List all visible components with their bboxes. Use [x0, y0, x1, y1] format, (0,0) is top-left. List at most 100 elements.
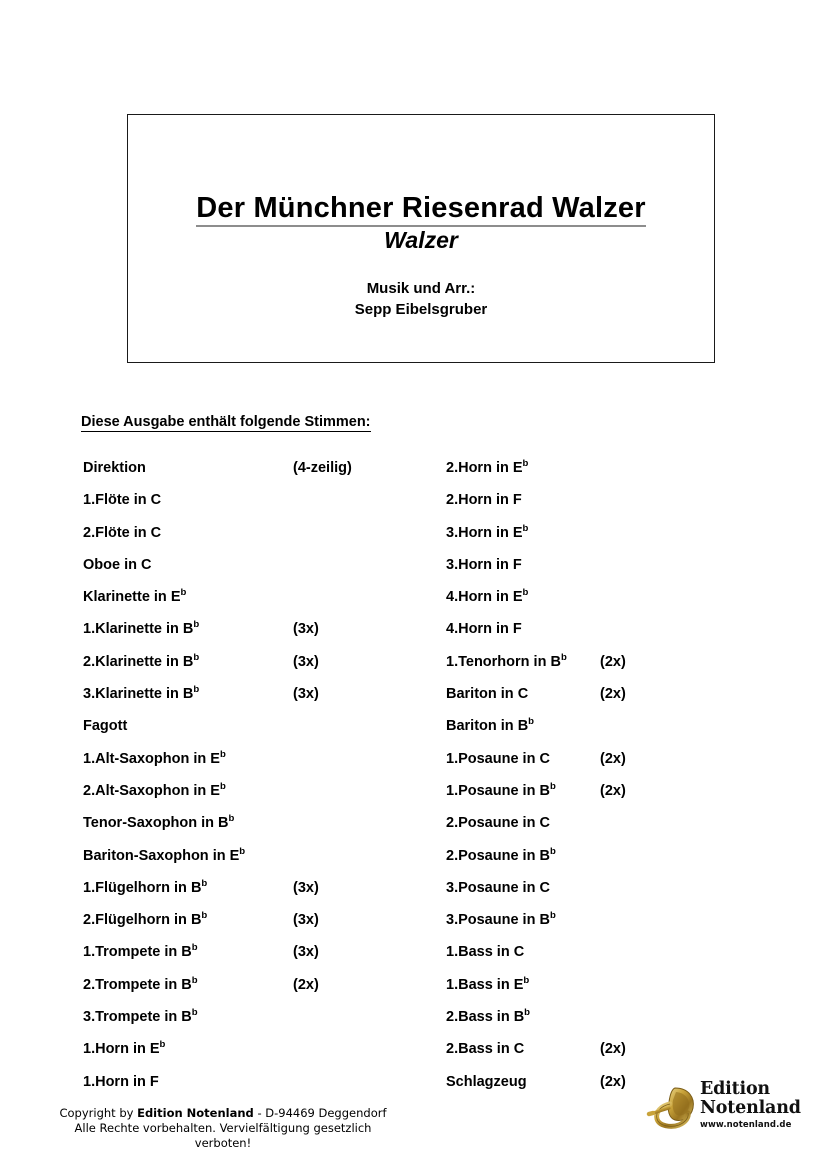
instrument-row: 2.Horn in F	[446, 492, 776, 524]
instrument-row: 2.Klarinette in Bb (3x)	[83, 651, 443, 686]
instrument-name: 2.Trompete in Bb	[83, 974, 198, 993]
credit-block: Musik und Arr.: Sepp Eibelsgruber	[128, 278, 714, 320]
instrument-quantity: (2x)	[293, 976, 319, 993]
instrument-row: 1.Klarinette in Bb (3x)	[83, 619, 443, 653]
instrument-name: 2.Flügelhorn in Bb	[83, 910, 208, 929]
instrument-name: 3.Horn in F	[446, 556, 522, 573]
flat-sign: b	[180, 587, 187, 599]
instrument-quantity: (3x)	[293, 686, 319, 703]
instrument-name: 2.Flöte in C	[83, 524, 162, 541]
instrument-name: 1.Horn in F	[83, 1073, 159, 1090]
instrument-row: 1.Horn in F	[83, 1074, 443, 1106]
flat-sign: b	[201, 910, 208, 922]
instrument-row: Bariton in Bb	[446, 716, 776, 750]
instrument-name: Oboe in C	[83, 556, 152, 573]
flat-sign: b	[219, 781, 226, 793]
flat-sign: b	[193, 651, 200, 663]
instrument-name: 1.Bass in Eb	[446, 974, 530, 993]
instrument-row: 2.Posaune in Bb	[446, 845, 776, 880]
instrument-row: 4.Horn in Eb	[446, 587, 776, 621]
instrument-name: 2.Bass in Bb	[446, 1007, 531, 1026]
instrument-row: 2.Trompete in Bb (2x)	[83, 974, 443, 1009]
copyright-line: Copyright by Edition Notenland - D-94469…	[58, 1106, 388, 1121]
flat-sign: b	[549, 781, 556, 793]
publisher-name: Edition Notenland	[137, 1106, 254, 1120]
flat-sign: b	[522, 587, 529, 599]
logo-line-2: Notenland	[700, 1098, 801, 1118]
instrument-row: 3.Posaune in C	[446, 880, 776, 912]
instrument-row: Direktion (4-zeilig)	[83, 460, 443, 492]
logo-url: www.notenland.de	[700, 1120, 792, 1130]
flat-sign: b	[522, 522, 529, 534]
instrument-row: 3.Horn in Eb	[446, 522, 776, 557]
instrument-name: 4.Horn in F	[446, 621, 522, 638]
flat-sign: b	[549, 910, 556, 922]
credit-composer: Sepp Eibelsgruber	[354, 301, 488, 318]
flat-sign: b	[239, 845, 246, 857]
instrument-row: 2.Alt-Saxophon in Eb	[83, 781, 443, 815]
flat-sign: b	[193, 684, 200, 696]
instrument-name: Bariton in Bb	[446, 716, 535, 735]
instrument-quantity: (2x)	[600, 750, 626, 767]
instrument-name: 1.Flügelhorn in Bb	[83, 878, 208, 896]
instrument-row: 1.Alt-Saxophon in Eb	[83, 748, 443, 783]
publisher-logo: Edition Notenland www.notenland.de	[645, 1079, 801, 1138]
flat-sign: b	[191, 1007, 198, 1019]
flat-sign: b	[219, 748, 226, 760]
instrument-column-right: 2.Horn in Eb 2.Horn in F 3.Horn in Eb 3.Hor…	[446, 458, 776, 1106]
instrument-row: 2.Flügelhorn in Bb (3x)	[83, 910, 443, 944]
rights-line: Alle Rechte vorbehalten. Vervielfältigun…	[74, 1121, 372, 1150]
instrument-name: 2.Posaune in Bb	[446, 845, 556, 864]
instrument-name: 4.Horn in Eb	[446, 587, 529, 606]
instrument-row: Bariton-Saxophon in Eb	[83, 845, 443, 880]
instrument-row: 1.Bass in C	[446, 944, 776, 976]
instrument-name: 1.Bass in C	[446, 944, 525, 961]
instrument-name: 1.Trompete in Bb	[83, 942, 198, 961]
flat-sign: b	[228, 813, 235, 825]
instrument-quantity: (2x)	[600, 686, 626, 703]
instrument-row: 1.Flöte in C	[83, 492, 443, 524]
flat-sign: b	[528, 716, 535, 728]
bugle-horn-icon	[645, 1082, 697, 1132]
instrument-row: 3.Trompete in Bb	[83, 1007, 443, 1041]
logo-line-1: Edition	[700, 1079, 770, 1099]
instrument-row: 2.Flöte in C	[83, 525, 443, 557]
instrument-row: 1.Trompete in Bb (3x)	[83, 942, 443, 976]
instrument-row: 1.Horn in Eb	[83, 1039, 443, 1073]
instrument-quantity: (3x)	[293, 621, 319, 638]
footer-copyright: Copyright by Edition Notenland - D-94469…	[58, 1106, 388, 1151]
flat-sign: b	[193, 619, 200, 631]
flat-sign: b	[201, 878, 208, 890]
instrument-name: 1.Horn in Eb	[83, 1039, 166, 1058]
instrument-quantity: (2x)	[600, 653, 626, 670]
instrument-name: 2.Alt-Saxophon in Eb	[83, 781, 226, 799]
instrument-name: 3.Posaune in C	[446, 879, 550, 896]
instrument-quantity: (3x)	[293, 912, 319, 929]
instrument-name: 2.Klarinette in Bb	[83, 651, 200, 670]
flat-sign: b	[191, 974, 198, 986]
instrument-row: 1.Posaune in C (2x)	[446, 751, 776, 783]
instrument-row: Bariton in C (2x)	[446, 686, 776, 718]
instrument-row: 3.Posaune in Bb	[446, 910, 776, 944]
instrument-row: 1.Posaune in Bb (2x)	[446, 781, 776, 815]
page-title-text: Der Münchner Riesenrad Walzer	[196, 192, 646, 227]
instrument-row: 2.Bass in Bb	[446, 1007, 776, 1041]
instrument-name: 3.Posaune in Bb	[446, 910, 556, 929]
instrument-name: 2.Horn in Eb	[446, 458, 529, 476]
credit-role: Musik und Arr.:	[366, 280, 476, 297]
instrument-name: 1.Klarinette in Bb	[83, 619, 200, 638]
instrument-name: 2.Horn in F	[446, 492, 522, 509]
instrument-row: 3.Klarinette in Bb (3x)	[83, 684, 443, 718]
instrument-row: 1.Tenorhorn in Bb (2x)	[446, 651, 776, 686]
flat-sign: b	[549, 845, 556, 857]
instrument-name: 1.Tenorhorn in Bb	[446, 651, 567, 670]
instrument-row: 1.Bass in Eb	[446, 974, 776, 1009]
instrument-row: 3.Horn in F	[446, 557, 776, 589]
page-title: Der Münchner Riesenrad Walzer	[128, 192, 714, 227]
instrument-quantity: (3x)	[293, 944, 319, 961]
instrument-name: Fagott	[83, 718, 128, 735]
instrument-quantity: (2x)	[600, 1073, 626, 1090]
instrument-quantity: (3x)	[293, 879, 319, 896]
instrument-row: 4.Horn in F	[446, 621, 776, 653]
instrument-name: 3.Horn in Eb	[446, 522, 529, 541]
